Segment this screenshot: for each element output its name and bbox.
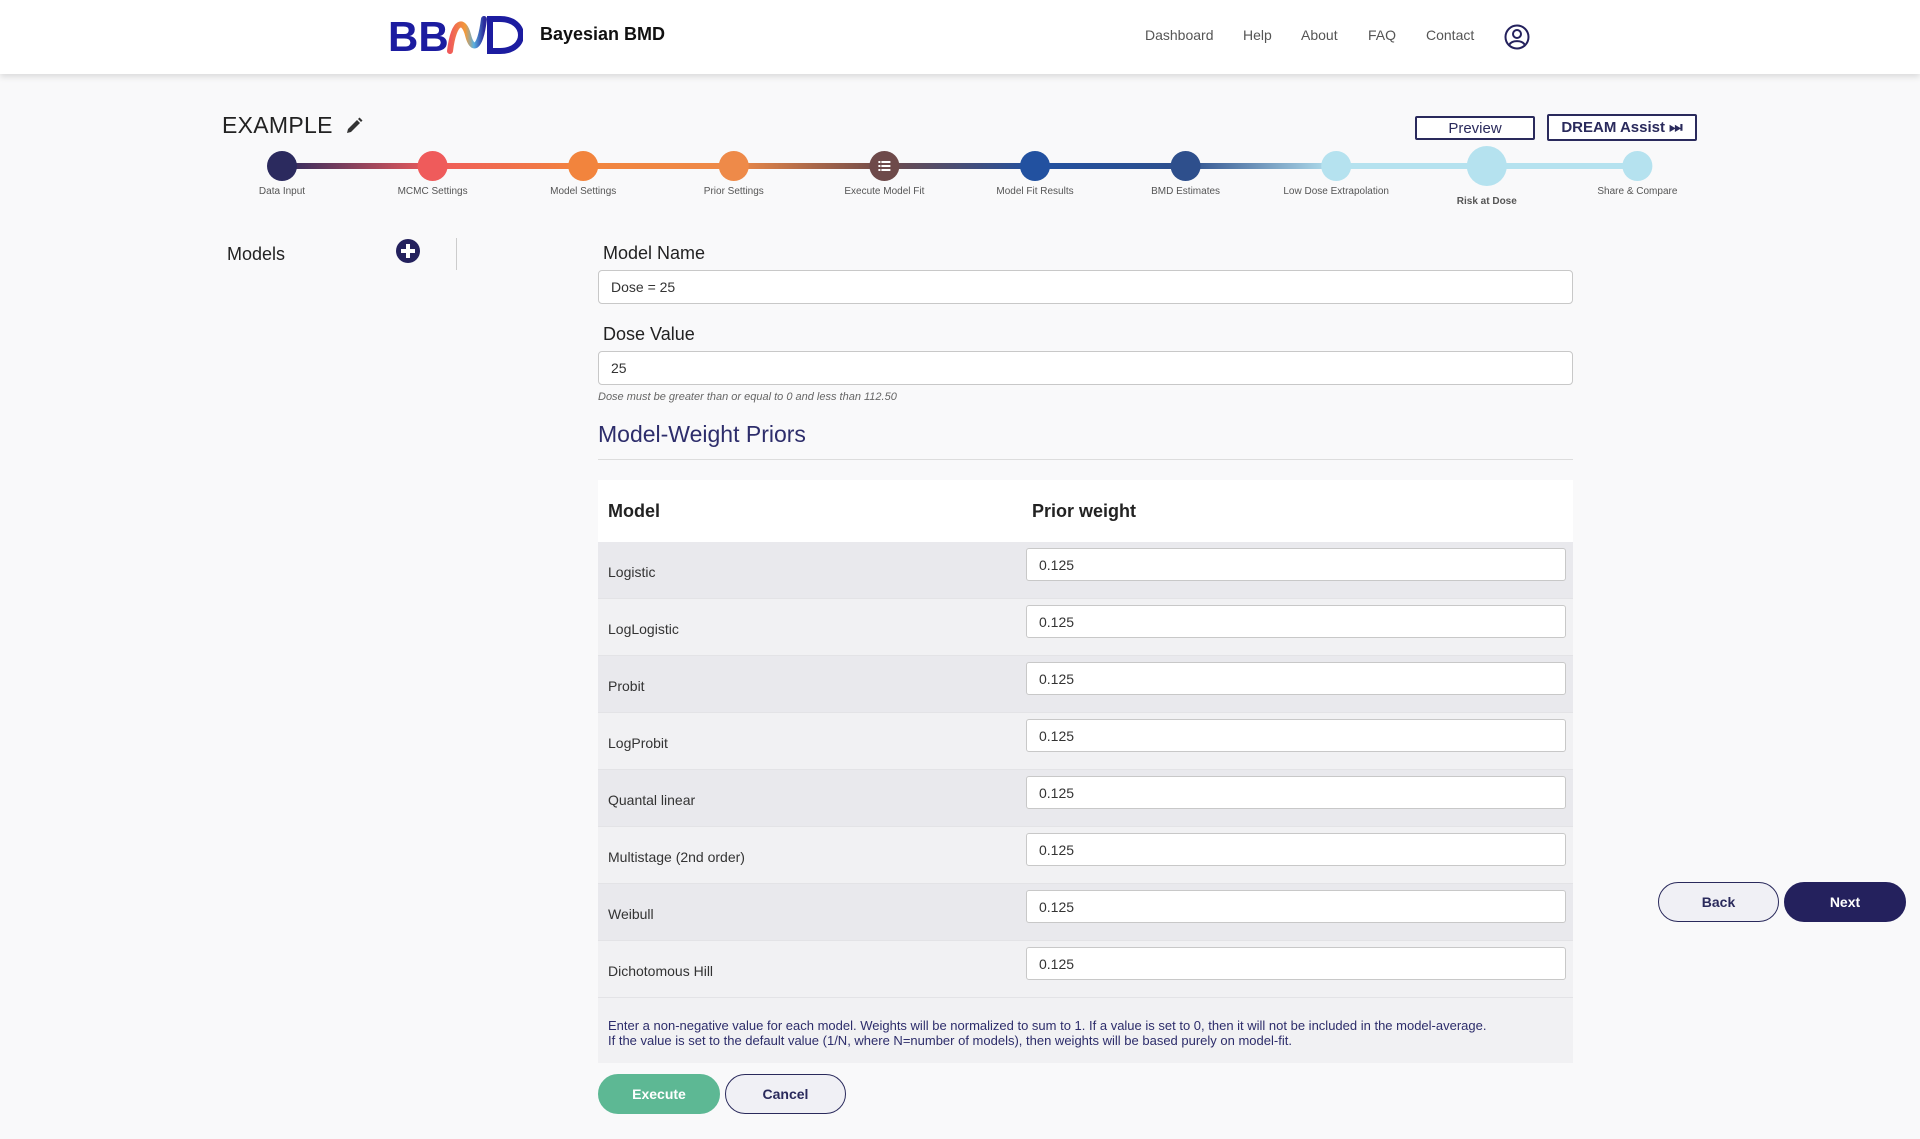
pencil-icon[interactable]: [344, 116, 364, 136]
prior-weight-input[interactable]: [1026, 947, 1566, 980]
stepper-connector: [1486, 163, 1638, 169]
note-line: If the value is set to the default value…: [608, 1033, 1292, 1048]
nav-dashboard[interactable]: Dashboard: [1145, 27, 1214, 43]
stepper-connector: [432, 163, 584, 169]
model-name-cell: Quantal linear: [608, 792, 696, 808]
nav-about[interactable]: About: [1301, 27, 1338, 43]
svg-text:BB: BB: [388, 15, 449, 55]
model-name-cell: Dichotomous Hill: [608, 963, 714, 979]
step-label[interactable]: Data Input: [258, 186, 306, 197]
column-header-prior-weight: Prior weight: [1032, 501, 1137, 521]
step-dot[interactable]: [267, 151, 297, 181]
section-divider: [598, 459, 1573, 460]
stepper-graphic: [267, 146, 1653, 186]
step-label[interactable]: Low Dose Extrapolation: [1283, 186, 1389, 197]
step-label[interactable]: Share & Compare: [1597, 186, 1678, 197]
execute-button[interactable]: Execute: [598, 1074, 720, 1114]
cancel-button[interactable]: Cancel: [725, 1074, 846, 1114]
app-title: Bayesian BMD: [540, 24, 666, 44]
step-label[interactable]: Execute Model Fit: [844, 186, 925, 197]
model-weight-priors-title: Model-Weight Priors: [598, 421, 806, 447]
table-row: Dichotomous Hill: [598, 941, 1573, 998]
add-model-icon[interactable]: [396, 239, 420, 263]
prior-weight-input[interactable]: [1026, 719, 1566, 752]
step-label[interactable]: MCMC Settings: [397, 186, 468, 197]
step-dot[interactable]: [718, 151, 749, 181]
prior-weights-note: Enter a non-negative value for each mode…: [608, 1018, 1563, 1048]
list-icon: [878, 169, 881, 171]
preview-button[interactable]: Preview: [1415, 116, 1535, 140]
step-label[interactable]: Model Settings: [550, 186, 617, 197]
note-line: Enter a non-negative value for each mode…: [608, 1018, 1487, 1033]
model-name-cell: LogProbit: [608, 735, 668, 751]
step-dot[interactable]: [568, 151, 599, 181]
list-icon: [878, 165, 881, 167]
dose-value-input[interactable]: [598, 351, 1573, 385]
table-row: Logistic: [598, 542, 1573, 599]
prior-weight-input[interactable]: [1026, 662, 1566, 695]
step-label[interactable]: Risk at Dose: [1456, 196, 1517, 207]
model-name-cell: Probit: [608, 678, 645, 694]
table-row: LogProbit: [598, 713, 1573, 770]
stepper-connector: [884, 163, 1035, 169]
step-label[interactable]: Prior Settings: [703, 186, 764, 197]
stepper-connector: [282, 163, 433, 169]
prior-weight-input[interactable]: [1026, 605, 1566, 638]
dose-helper-text: Dose must be greater than or equal to 0 …: [598, 391, 897, 403]
workflow-stepper: Data Input MCMC Settings Model Settings Pri…: [0, 140, 1920, 220]
model-name-cell: Weibull: [608, 906, 654, 922]
project-name: EXAMPLE: [222, 112, 333, 138]
table-row: Quantal linear: [598, 770, 1573, 827]
step-dot[interactable]: [417, 151, 448, 181]
next-button[interactable]: Next: [1784, 882, 1906, 922]
stepper-connector: [1336, 163, 1487, 169]
model-name-cell: Multistage (2nd order): [608, 849, 745, 865]
stepper-connector: [733, 163, 885, 169]
model-name-cell: Logistic: [608, 564, 656, 580]
table-row: LogLogistic: [598, 599, 1573, 656]
prior-weight-input[interactable]: [1026, 776, 1566, 809]
list-icon: [881, 165, 891, 167]
step-dot[interactable]: [1321, 151, 1352, 181]
stepper-connector: [1185, 163, 1337, 169]
model-name-input[interactable]: [598, 270, 1573, 304]
nav-help[interactable]: Help: [1243, 27, 1272, 43]
prior-weight-input[interactable]: [1026, 548, 1566, 581]
dose-value-label: Dose Value: [603, 324, 695, 344]
table-row: Probit: [598, 656, 1573, 713]
bbmd-logo[interactable]: BB: [388, 15, 523, 55]
prior-weight-input[interactable]: [1026, 890, 1566, 923]
nav-faq[interactable]: FAQ: [1368, 27, 1397, 43]
table-header: Model Prior weight: [598, 480, 1573, 543]
step-dot[interactable]: [1622, 151, 1653, 181]
prior-weights-table: Model Prior weight Logistic LogLogistic …: [598, 480, 1573, 1063]
back-button[interactable]: Back: [1658, 882, 1779, 922]
table-row: Multistage (2nd order): [598, 827, 1573, 884]
step-label[interactable]: Model Fit Results: [996, 186, 1074, 197]
model-name-label: Model Name: [603, 243, 706, 263]
top-navbar: BB Bayesian BMD Dashboard Help About FAQ…: [0, 0, 1920, 74]
table-row: Weibull: [598, 884, 1573, 941]
step-dot[interactable]: [1020, 151, 1050, 181]
step-dot[interactable]: [1466, 146, 1507, 186]
list-icon: [878, 161, 881, 163]
list-icon: [881, 161, 891, 163]
column-header-model: Model: [608, 501, 660, 521]
stepper-connector: [1035, 163, 1186, 169]
model-name-cell: LogLogistic: [608, 621, 679, 637]
prior-weight-input[interactable]: [1026, 833, 1566, 866]
step-dot[interactable]: [1170, 151, 1201, 181]
nav-contact[interactable]: Contact: [1426, 27, 1475, 43]
stepper-connector: [583, 163, 734, 169]
dream-assist-button[interactable]: DREAM Assist ⏭: [1547, 114, 1697, 141]
user-account-icon[interactable]: [1504, 24, 1530, 50]
step-label[interactable]: BMD Estimates: [1151, 186, 1221, 197]
sidebar-divider: [456, 238, 457, 270]
list-icon: [881, 169, 891, 171]
models-sidebar-title: Models: [227, 244, 286, 264]
